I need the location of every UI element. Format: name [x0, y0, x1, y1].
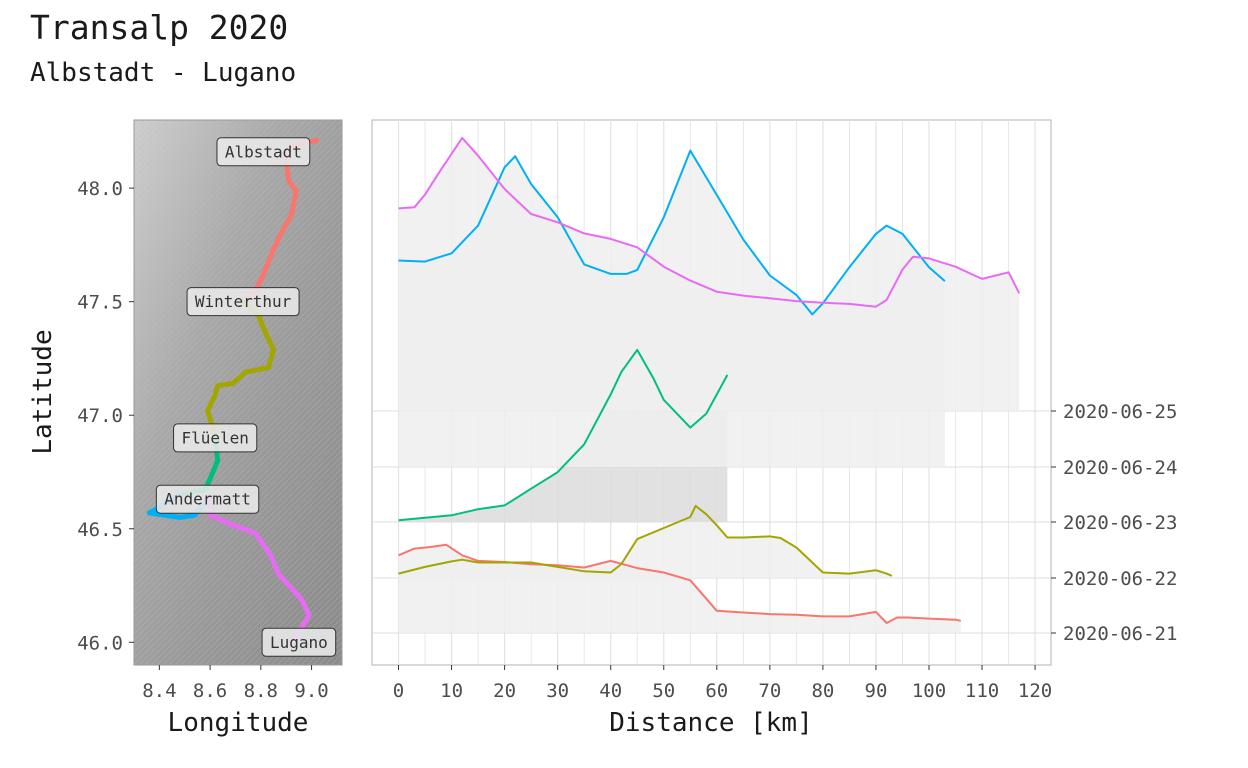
ridge-line-2020-06-24: [398, 149, 946, 316]
ridge-area-2020-06-22: [398, 505, 892, 578]
ridge-xtick-label: 70: [758, 680, 781, 702]
ridge-xtick-label: 30: [546, 680, 569, 702]
place-label-text: Andermatt: [164, 490, 251, 509]
ridge-line-2020-06-21: [398, 543, 962, 624]
map-ylabel: Latitude: [28, 329, 58, 454]
map-ytick-label: 47.0: [77, 405, 123, 427]
place-label-box: [186, 287, 300, 317]
ridge-xtick-label: 120: [1018, 680, 1052, 702]
ridge-area-2020-06-25: [398, 137, 1020, 411]
place-label-albstadt: Albstadt: [216, 137, 311, 167]
ridge-ytick-label: 2020-06-23: [1063, 512, 1177, 534]
ridge-xtick-label: 80: [811, 680, 834, 702]
ridge-line-2020-06-23: [398, 348, 729, 522]
chart-subtitle: Albstadt - Lugano: [30, 58, 297, 88]
place-label-lugano: Lugano: [261, 627, 337, 657]
ridge-ytick-label: 2020-06-22: [1063, 568, 1177, 590]
map-ytick-label: 47.5: [77, 292, 123, 314]
map-ytick-label: 46.0: [77, 632, 123, 654]
ridge-xtick-label: 20: [493, 680, 516, 702]
map-xtick-label: 8.4: [142, 680, 176, 702]
map-ytick-label: 46.5: [77, 519, 123, 541]
ridge-xtick-label: 0: [393, 680, 404, 702]
ridge-line-2020-06-22: [398, 504, 893, 577]
map-xtick-label: 8.6: [193, 680, 227, 702]
ridge-ytick-label: 2020-06-21: [1063, 623, 1177, 645]
ridge-xtick-label: 110: [965, 680, 999, 702]
ridge-xtick-label: 10: [440, 680, 463, 702]
place-label-andermatt: Andermatt: [155, 484, 260, 514]
place-label-box: [216, 137, 311, 167]
map-xtick-label: 9.0: [294, 680, 328, 702]
ridgeline-panel: 0 10 20 30 40 50 60 70 80 90 100 110 120 2020-06-21 2…: [371, 119, 1177, 738]
map-track-2020-06-25: [205, 496, 312, 648]
map-track-2020-06-22: [205, 299, 276, 441]
place-label-text: Winterthur: [195, 292, 292, 311]
map-xtick-label: 8.8: [244, 680, 278, 702]
ridge-ytick-label: 2020-06-25: [1063, 401, 1177, 423]
place-label-text: Flüelen: [181, 428, 248, 447]
place-label-box: [261, 627, 337, 657]
map-xlabel: Longitude: [168, 708, 309, 738]
ridge-xtick-label: 50: [652, 680, 675, 702]
place-label-box: [173, 423, 258, 453]
map-panel: Albstadt Winterthur Flüelen Andermatt Lugano…: [28, 119, 343, 738]
place-label-text: Lugano: [270, 633, 328, 652]
place-label-flüelen: Flüelen: [173, 423, 258, 453]
place-label-box: [155, 484, 260, 514]
ridge-xtick-label: 40: [599, 680, 622, 702]
ridge-xtick-label: 100: [912, 680, 946, 702]
place-label-text: Albstadt: [225, 142, 302, 161]
map-ytick-label: 48.0: [77, 178, 123, 200]
ridge-ytick-label: 2020-06-24: [1063, 457, 1177, 479]
chart-title: Transalp 2020: [30, 8, 289, 47]
ridge-xtick-label: 60: [705, 680, 728, 702]
ridge-xlabel: Distance [km]: [609, 708, 813, 738]
ridge-xtick-label: 90: [865, 680, 888, 702]
ridge-line-2020-06-25: [398, 136, 1021, 308]
place-label-winterthur: Winterthur: [186, 287, 300, 317]
